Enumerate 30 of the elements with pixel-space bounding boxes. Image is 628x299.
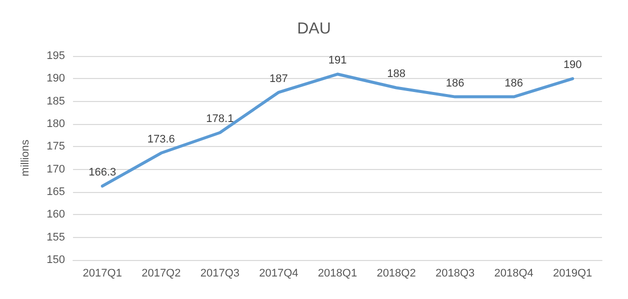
x-tick-label: 2018Q4 — [494, 268, 534, 280]
data-label: 178.1 — [206, 113, 234, 126]
data-label: 166.3 — [88, 166, 116, 179]
x-tick-label: 2019Q1 — [553, 268, 592, 280]
data-label: 188 — [387, 68, 406, 80]
y-tick-label: 155 — [46, 231, 65, 244]
x-tick-label: 2018Q1 — [318, 268, 358, 280]
x-tick-label: 2017Q3 — [200, 268, 240, 280]
y-tick-label: 165 — [46, 186, 65, 198]
y-tick-label: 175 — [46, 140, 65, 153]
y-tick-label: 150 — [46, 254, 65, 266]
x-tick-label: 2018Q3 — [435, 268, 475, 280]
x-tick-label: 2017Q2 — [142, 268, 181, 280]
x-tick-label: 2017Q4 — [259, 268, 298, 280]
y-tick-label: 185 — [46, 95, 65, 108]
y-tick-label: 170 — [46, 163, 65, 176]
data-label: 190 — [563, 59, 582, 72]
x-tick-label: 2017Q1 — [82, 268, 122, 280]
data-label: 187 — [270, 72, 288, 85]
chart-title: DAU — [297, 20, 331, 38]
y-tick-label: 195 — [46, 50, 65, 62]
data-label: 191 — [328, 54, 347, 67]
data-label: 186 — [504, 77, 524, 90]
y-tick-label: 190 — [46, 72, 65, 85]
data-label: 186 — [446, 77, 464, 90]
x-tick-label: 2018Q2 — [376, 268, 416, 280]
y-tick-label: 160 — [46, 208, 65, 221]
y-axis-title: millions — [20, 139, 32, 176]
y-tick-label: 180 — [46, 118, 65, 130]
data-label: 173.6 — [147, 134, 175, 146]
